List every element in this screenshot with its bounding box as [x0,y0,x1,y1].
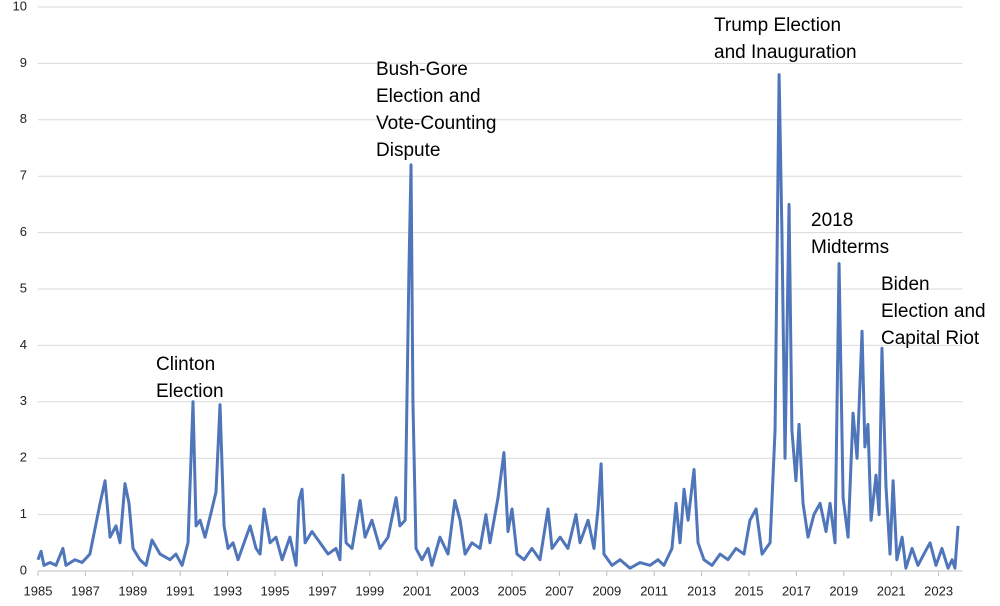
x-tick-label: 2019 [829,583,858,598]
y-tick-label: 7 [20,168,27,183]
annotation: Election and [881,301,986,322]
annotation: Vote-Counting [376,113,496,134]
annotation: Election [156,381,224,402]
annotation: Midterms [811,237,889,258]
x-tick-label: 2011 [640,583,668,598]
annotation: Biden [881,274,930,295]
y-tick-label: 5 [20,280,27,295]
x-tick-label: 1999 [355,583,384,598]
y-tick-label: 3 [20,393,27,408]
x-tick-label: 2007 [545,583,574,598]
y-tick-label: 1 [20,506,27,521]
y-tick-label: 9 [20,55,27,70]
annotation: Election and [376,86,481,107]
x-tick-label: 1989 [118,583,147,598]
x-tick-label: 2005 [498,583,527,598]
y-tick-label: 8 [20,111,27,126]
x-tick-label: 1993 [213,583,242,598]
annotation: Dispute [376,140,440,161]
annotation: Capital Riot [881,328,980,349]
x-tick-label: 2003 [450,583,479,598]
x-tick-label: 2023 [924,583,953,598]
annotation: Clinton [156,354,215,375]
annotation: Trump Election [714,15,841,36]
x-tick-label: 1991 [166,583,195,598]
x-tick-label: 1985 [24,583,53,598]
y-tick-label: 6 [20,224,27,239]
annotation: Bush-Gore [376,59,468,80]
y-tick-label: 2 [20,450,27,465]
annotation: 2018 [811,210,853,231]
annotation: and Inauguration [714,42,857,63]
x-tick-label: 1995 [261,583,290,598]
x-tick-label: 1997 [308,583,337,598]
x-tick-label: 2017 [782,583,811,598]
x-tick-label: 2013 [687,583,716,598]
x-tick-label: 2015 [735,583,764,598]
x-tick-label: 2021 [877,583,906,598]
y-tick-label: 10 [13,0,27,13]
x-tick-label: 2001 [403,583,432,598]
y-tick-label: 4 [20,337,27,352]
x-tick-label: 1987 [71,583,100,598]
y-tick-label: 0 [20,562,27,577]
x-tick-label: 2009 [592,583,621,598]
data-line [36,73,960,570]
